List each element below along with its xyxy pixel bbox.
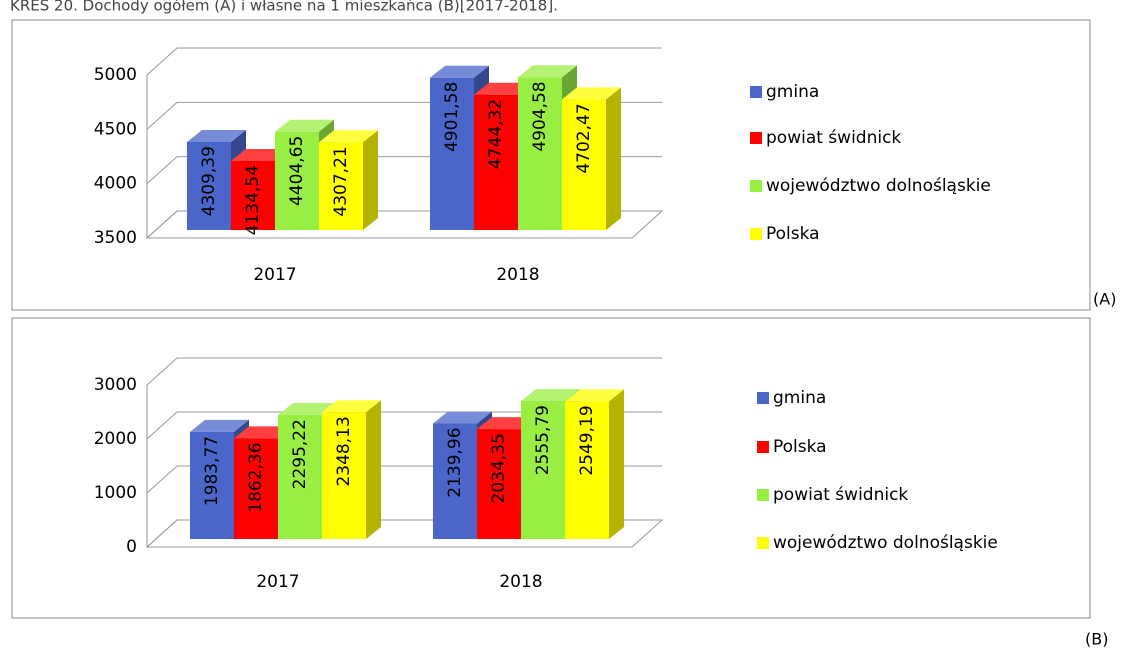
bar-face xyxy=(275,119,334,132)
value-label: 2034,35 xyxy=(489,433,509,503)
bar-face xyxy=(322,400,381,413)
bar-face xyxy=(609,389,624,539)
y-tick-label: 3000 xyxy=(94,375,137,395)
bar xyxy=(322,400,381,539)
value-label: 2139,96 xyxy=(445,427,465,497)
value-label: 4134,54 xyxy=(243,165,263,235)
bar-face xyxy=(187,142,231,230)
legend-label: gmina xyxy=(773,388,826,408)
legend-label: województwo dolnośląskie xyxy=(773,533,998,553)
legend-swatch xyxy=(750,180,762,192)
bar-face xyxy=(430,65,489,78)
bar-face xyxy=(562,99,606,230)
value-label: 4702,47 xyxy=(574,103,594,173)
bar-face xyxy=(565,401,609,539)
grid-line xyxy=(146,357,662,386)
bar-face xyxy=(190,431,234,539)
bar-face xyxy=(521,388,580,401)
y-tick-label: 0 xyxy=(126,537,137,557)
bar-face xyxy=(322,412,366,539)
legend-swatch xyxy=(750,132,762,144)
bar-face xyxy=(433,423,477,539)
bar-face xyxy=(518,77,562,230)
value-label: 2295,22 xyxy=(290,419,310,489)
bar-face xyxy=(231,161,275,230)
bar-face xyxy=(474,94,518,230)
legend-label: województwo dolnośląskie xyxy=(766,176,991,196)
caption: KRES 20. Dochody ogółem (A) i własne na … xyxy=(10,0,558,15)
bar-face xyxy=(275,131,319,230)
value-label: 4404,65 xyxy=(287,136,307,206)
x-tick-label: 2018 xyxy=(499,572,542,592)
y-tick-label: 4500 xyxy=(94,119,137,139)
x-tick-label: 2017 xyxy=(253,265,296,285)
bar-face xyxy=(606,87,621,230)
bar-face xyxy=(234,438,278,539)
legend-label: powiat świdnick xyxy=(766,128,901,148)
bar-face xyxy=(433,411,492,424)
chart-label: (A) xyxy=(1093,290,1116,309)
bar xyxy=(562,87,621,230)
value-label: 1983,77 xyxy=(202,436,222,506)
y-tick-label: 3500 xyxy=(94,228,137,248)
bar-face xyxy=(190,419,249,432)
legend-label: gmina xyxy=(766,82,819,102)
legend-swatch xyxy=(757,489,769,501)
legend-label: powiat świdnick xyxy=(773,485,908,505)
legend-swatch xyxy=(757,392,769,404)
y-tick-label: 1000 xyxy=(94,483,137,503)
y-tick-label: 2000 xyxy=(94,429,137,449)
bar-face xyxy=(518,65,577,78)
y-tick-label: 5000 xyxy=(94,65,137,85)
bar-face xyxy=(363,130,378,230)
bar xyxy=(565,389,624,539)
value-label: 1862,36 xyxy=(246,442,266,512)
y-tick-label: 4000 xyxy=(94,174,137,194)
bar-face xyxy=(430,77,474,230)
chart-frame xyxy=(11,317,1091,619)
value-label: 4901,58 xyxy=(442,82,462,152)
value-label: 4744,32 xyxy=(486,99,506,169)
bar-face xyxy=(187,130,246,143)
value-label: 4904,58 xyxy=(530,81,550,151)
legend-swatch xyxy=(750,86,762,98)
value-label: 2348,13 xyxy=(334,416,354,486)
bar-face xyxy=(366,400,381,539)
value-label: 4309,39 xyxy=(199,146,219,216)
value-label: 2549,19 xyxy=(577,405,597,475)
bar-face xyxy=(565,389,624,402)
chart-frame xyxy=(11,19,1091,311)
legend-label: Polska xyxy=(773,437,827,457)
bar-face xyxy=(319,142,363,230)
bar-face xyxy=(319,130,378,143)
chart-label: (B) xyxy=(1085,630,1108,649)
value-label: 2555,79 xyxy=(533,405,553,475)
grid-line xyxy=(146,411,662,440)
legend-label: Polska xyxy=(766,224,820,244)
bar-face xyxy=(562,87,621,100)
bar-face xyxy=(521,400,565,539)
x-tick-label: 2018 xyxy=(496,265,539,285)
grid-line xyxy=(146,47,662,76)
bar-face xyxy=(278,415,322,539)
x-tick-label: 2017 xyxy=(256,572,299,592)
value-label: 4307,21 xyxy=(331,146,351,216)
legend-swatch xyxy=(757,441,769,453)
bar xyxy=(319,130,378,230)
bar-face xyxy=(477,429,521,539)
legend-swatch xyxy=(757,537,769,549)
legend-swatch xyxy=(750,228,762,240)
